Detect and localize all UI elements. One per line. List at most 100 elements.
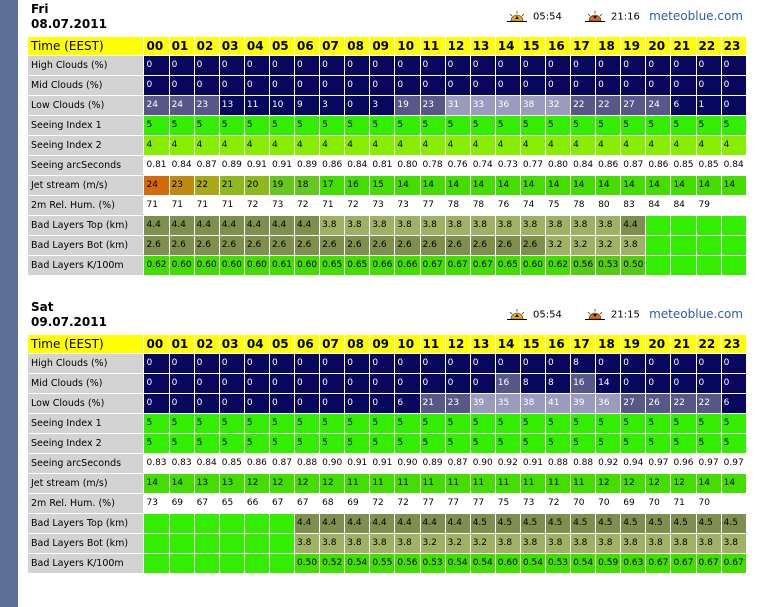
bad-layers-bot-cell: 2.6: [194, 236, 219, 255]
seeing-arcseconds-cell: 0.87: [269, 454, 295, 473]
seeing-index-2-cell: 5: [671, 434, 696, 453]
seeing-index-1-cell: 5: [696, 116, 721, 135]
seeing-index-2-cell: 5: [621, 434, 646, 453]
high-clouds-cell: 0: [545, 354, 571, 373]
seeing-index-1-cell: 5: [395, 116, 420, 135]
low-clouds-cell: 3: [370, 96, 395, 115]
seeing-index-2-cell: 4: [495, 136, 520, 155]
left-sidebar: [0, 0, 18, 607]
bad-layers-bot-row: Bad Layers Bot (km) 2.6 2.6 2.6 2.6 2.6 2.6 2.6…: [28, 236, 746, 255]
seeing-arcseconds-cell: 0.88: [545, 454, 571, 473]
high-clouds-cell: 0: [244, 354, 269, 373]
seeing-index-2-cell: 5: [721, 434, 746, 453]
day-forecast-sat: Sat 09.07.2011 05:54 21:15 meteoblue.c: [27, 300, 747, 574]
seeing-index-1-cell: 5: [420, 116, 445, 135]
bad-layers-top-cell: 4.5: [621, 514, 646, 533]
meteoblue-link[interactable]: meteoblue.com: [649, 9, 743, 23]
seeing-arcseconds-cell: 0.90: [395, 454, 420, 473]
low-clouds-cell: 33: [470, 96, 495, 115]
seeing-index-2-cell: 4: [144, 136, 169, 155]
seeing-arcseconds-cell: 0.86: [244, 454, 269, 473]
hour-cell: 16: [545, 335, 571, 353]
seeing-index-1-cell: 5: [545, 414, 571, 433]
seeing-index-2-cell: 5: [370, 434, 395, 453]
bad-layers-bot-cell: 3.8: [696, 534, 721, 553]
bad-layers-k-cell: [144, 554, 169, 573]
mid-clouds-cell: 0: [219, 374, 244, 393]
seeing-index-2-cell: 5: [269, 434, 295, 453]
seeing-arcseconds-cell: 0.77: [520, 156, 545, 175]
bad-layers-k-cell: 0.60: [295, 256, 320, 275]
mid-clouds-cell: 0: [194, 76, 219, 95]
seeing-arcseconds-cell: 0.96: [671, 454, 696, 473]
bad-layers-bot-cell: 2.6: [470, 236, 495, 255]
high-clouds-cell: 0: [194, 354, 219, 373]
bad-layers-bot-cell: 3.8: [721, 534, 746, 553]
seeing-index-1-cell: 5: [646, 116, 671, 135]
seeing-index-2-cell: 5: [545, 434, 571, 453]
hour-cell: 14: [495, 335, 520, 353]
mid-clouds-cell: 16: [571, 374, 596, 393]
seeing-arcseconds-cell: 0.92: [495, 454, 520, 473]
mid-clouds-cell: 0: [269, 374, 295, 393]
seeing-arcseconds-row: Seeing arcSeconds 0.83 0.83 0.84 0.85 0.86 0.8…: [28, 454, 746, 473]
bad-layers-top-cell: 4.4: [621, 216, 646, 235]
bad-layers-k-cell: 0.54: [345, 554, 370, 573]
seeing-index-2-cell: 5: [345, 434, 370, 453]
seeing-index-1-cell: 5: [194, 414, 219, 433]
mid-clouds-cell: 0: [395, 76, 420, 95]
seeing-index-1-cell: 5: [219, 116, 244, 135]
bad-layers-k-cell: [219, 554, 244, 573]
high-clouds-label: High Clouds (%): [28, 56, 144, 75]
hour-cell: 13: [470, 335, 495, 353]
relative-humidity-cell: 65: [219, 494, 244, 513]
jet-stream-cell: 13: [194, 474, 219, 493]
bad-layers-k-cell: 0.60: [520, 256, 545, 275]
mid-clouds-cell: 0: [169, 374, 194, 393]
relative-humidity-cell: 80: [596, 196, 621, 215]
high-clouds-cell: 0: [144, 354, 169, 373]
bad-layers-top-cell: 4.4: [269, 216, 295, 235]
meteoblue-link[interactable]: meteoblue.com: [649, 307, 743, 321]
seeing-index-2-cell: 4: [219, 136, 244, 155]
bad-layers-top-cell: 4.5: [470, 514, 495, 533]
jet-stream-cell: 14: [545, 176, 571, 195]
high-clouds-row: High Clouds (%) 0 0 0 0 0 0 0 0 0 0 0 0 0 0 0 0 0 0 0 0 0 0 0 0: [28, 56, 746, 75]
seeing-index-1-cell: 5: [244, 414, 269, 433]
jet-stream-cell: 11: [445, 474, 470, 493]
bad-layers-k-cell: 0.67: [721, 554, 746, 573]
high-clouds-cell: 0: [269, 56, 295, 75]
jet-stream-cell: 24: [144, 176, 169, 195]
hour-cell: 06: [295, 335, 320, 353]
bad-layers-bot-cell: 2.6: [345, 236, 370, 255]
high-clouds-cell: 0: [370, 56, 395, 75]
bad-layers-bot-cell: 3.2: [420, 534, 445, 553]
time-label: Time (EEST): [28, 37, 144, 55]
low-clouds-cell: 41: [545, 394, 571, 413]
high-clouds-cell: 0: [646, 56, 671, 75]
low-clouds-cell: 1: [696, 96, 721, 115]
seeing-index-1-cell: 5: [320, 116, 345, 135]
relative-humidity-cell: 71: [320, 196, 345, 215]
high-clouds-cell: 0: [295, 56, 320, 75]
bad-layers-k-cell: 0.67: [671, 554, 696, 573]
sunrise-time: 05:54: [533, 309, 562, 321]
hour-cell: 15: [520, 37, 545, 55]
seeing-index-2-cell: 5: [520, 434, 545, 453]
bad-layers-top-cell: 4.4: [320, 514, 345, 533]
bad-layers-bot-cell: [219, 534, 244, 553]
seeing-index-2-cell: 5: [169, 434, 194, 453]
mid-clouds-cell: 8: [545, 374, 571, 393]
seeing-index-1-cell: 5: [194, 116, 219, 135]
relative-humidity-cell: 70: [596, 494, 621, 513]
bad-layers-k-cell: 0.60: [495, 554, 520, 573]
seeing-index-2-cell: 5: [470, 434, 495, 453]
low-clouds-cell: 27: [621, 96, 646, 115]
mid-clouds-cell: 0: [721, 76, 746, 95]
jet-stream-cell: 11: [520, 474, 545, 493]
seeing-index-2-cell: 4: [370, 136, 395, 155]
day-name: Fri: [31, 2, 49, 16]
jet-stream-cell: 12: [320, 474, 345, 493]
high-clouds-cell: 0: [495, 56, 520, 75]
seeing-index-1-cell: 5: [520, 116, 545, 135]
